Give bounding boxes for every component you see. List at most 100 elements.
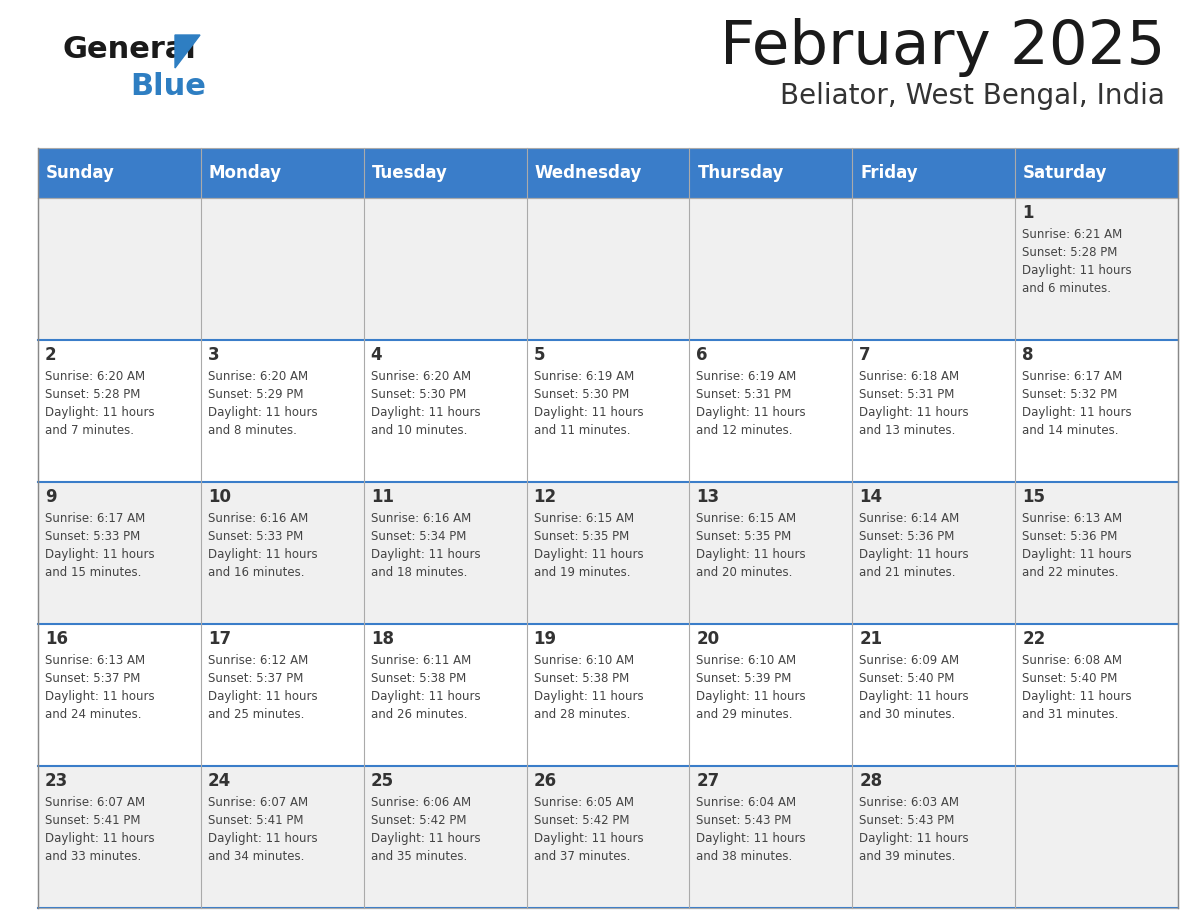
- Text: Sunrise: 6:16 AM: Sunrise: 6:16 AM: [371, 512, 470, 525]
- Text: Daylight: 11 hours: Daylight: 11 hours: [371, 832, 480, 845]
- Text: and 16 minutes.: and 16 minutes.: [208, 566, 304, 579]
- Bar: [526, 198, 689, 340]
- Bar: [364, 482, 526, 624]
- Text: February 2025: February 2025: [720, 18, 1165, 77]
- Text: Sunset: 5:29 PM: Sunset: 5:29 PM: [208, 388, 303, 401]
- Text: Daylight: 11 hours: Daylight: 11 hours: [45, 832, 154, 845]
- Text: Sunrise: 6:11 AM: Sunrise: 6:11 AM: [371, 654, 470, 667]
- Text: Sunset: 5:37 PM: Sunset: 5:37 PM: [45, 672, 140, 685]
- Bar: [852, 340, 1015, 482]
- Text: and 10 minutes.: and 10 minutes.: [371, 424, 467, 437]
- Bar: [1015, 198, 1178, 340]
- Text: and 21 minutes.: and 21 minutes.: [859, 566, 956, 579]
- Text: Sunset: 5:40 PM: Sunset: 5:40 PM: [1022, 672, 1118, 685]
- Text: Daylight: 11 hours: Daylight: 11 hours: [1022, 690, 1132, 703]
- Text: 9: 9: [45, 488, 57, 506]
- Text: 14: 14: [859, 488, 883, 506]
- Text: Daylight: 11 hours: Daylight: 11 hours: [859, 832, 969, 845]
- Text: 19: 19: [533, 630, 557, 648]
- Text: Sunset: 5:40 PM: Sunset: 5:40 PM: [859, 672, 955, 685]
- Bar: [364, 198, 526, 340]
- Bar: [38, 340, 201, 482]
- Text: Sunset: 5:41 PM: Sunset: 5:41 PM: [45, 814, 140, 827]
- Text: Wednesday: Wednesday: [535, 164, 642, 182]
- Text: Sunset: 5:36 PM: Sunset: 5:36 PM: [859, 530, 955, 543]
- Text: 16: 16: [45, 630, 68, 648]
- Text: 15: 15: [1022, 488, 1045, 506]
- Text: Sunset: 5:42 PM: Sunset: 5:42 PM: [533, 814, 630, 827]
- Bar: [201, 624, 364, 766]
- Text: Sunrise: 6:17 AM: Sunrise: 6:17 AM: [1022, 370, 1123, 383]
- Bar: [201, 482, 364, 624]
- Text: Sunrise: 6:15 AM: Sunrise: 6:15 AM: [696, 512, 796, 525]
- Text: Sunset: 5:33 PM: Sunset: 5:33 PM: [45, 530, 140, 543]
- Text: and 7 minutes.: and 7 minutes.: [45, 424, 134, 437]
- Text: and 39 minutes.: and 39 minutes.: [859, 850, 955, 863]
- Text: Daylight: 11 hours: Daylight: 11 hours: [1022, 548, 1132, 561]
- Text: 1: 1: [1022, 204, 1034, 222]
- Text: Sunrise: 6:14 AM: Sunrise: 6:14 AM: [859, 512, 960, 525]
- Bar: [38, 198, 201, 340]
- Text: Daylight: 11 hours: Daylight: 11 hours: [371, 690, 480, 703]
- Text: 24: 24: [208, 772, 232, 790]
- Bar: [364, 766, 526, 908]
- Text: Sunset: 5:33 PM: Sunset: 5:33 PM: [208, 530, 303, 543]
- Text: Sunset: 5:43 PM: Sunset: 5:43 PM: [696, 814, 792, 827]
- Text: Sunset: 5:43 PM: Sunset: 5:43 PM: [859, 814, 955, 827]
- Text: and 6 minutes.: and 6 minutes.: [1022, 282, 1111, 295]
- Text: Sunrise: 6:12 AM: Sunrise: 6:12 AM: [208, 654, 308, 667]
- Text: and 33 minutes.: and 33 minutes.: [45, 850, 141, 863]
- Text: Sunrise: 6:17 AM: Sunrise: 6:17 AM: [45, 512, 145, 525]
- Text: Daylight: 11 hours: Daylight: 11 hours: [696, 548, 805, 561]
- Text: Sunset: 5:38 PM: Sunset: 5:38 PM: [371, 672, 466, 685]
- Bar: [526, 766, 689, 908]
- Text: 5: 5: [533, 346, 545, 364]
- Text: and 13 minutes.: and 13 minutes.: [859, 424, 955, 437]
- Text: Sunrise: 6:13 AM: Sunrise: 6:13 AM: [45, 654, 145, 667]
- Bar: [689, 624, 852, 766]
- Text: Daylight: 11 hours: Daylight: 11 hours: [533, 406, 643, 419]
- Text: and 38 minutes.: and 38 minutes.: [696, 850, 792, 863]
- Text: Daylight: 11 hours: Daylight: 11 hours: [859, 690, 969, 703]
- Text: 4: 4: [371, 346, 383, 364]
- Text: 23: 23: [45, 772, 68, 790]
- Bar: [1015, 624, 1178, 766]
- Bar: [689, 766, 852, 908]
- Text: Sunset: 5:37 PM: Sunset: 5:37 PM: [208, 672, 303, 685]
- Text: Sunrise: 6:13 AM: Sunrise: 6:13 AM: [1022, 512, 1123, 525]
- Text: 27: 27: [696, 772, 720, 790]
- Bar: [364, 340, 526, 482]
- Text: Sunrise: 6:21 AM: Sunrise: 6:21 AM: [1022, 228, 1123, 241]
- Bar: [1015, 766, 1178, 908]
- Text: and 34 minutes.: and 34 minutes.: [208, 850, 304, 863]
- Text: Sunset: 5:38 PM: Sunset: 5:38 PM: [533, 672, 628, 685]
- Text: and 31 minutes.: and 31 minutes.: [1022, 708, 1119, 721]
- Text: Tuesday: Tuesday: [372, 164, 448, 182]
- Text: Daylight: 11 hours: Daylight: 11 hours: [45, 406, 154, 419]
- Text: 21: 21: [859, 630, 883, 648]
- Text: and 8 minutes.: and 8 minutes.: [208, 424, 297, 437]
- Text: 11: 11: [371, 488, 393, 506]
- Text: Sunset: 5:34 PM: Sunset: 5:34 PM: [371, 530, 466, 543]
- Bar: [364, 624, 526, 766]
- Text: Daylight: 11 hours: Daylight: 11 hours: [696, 832, 805, 845]
- Text: Daylight: 11 hours: Daylight: 11 hours: [371, 548, 480, 561]
- Text: and 30 minutes.: and 30 minutes.: [859, 708, 955, 721]
- Bar: [201, 340, 364, 482]
- Text: 17: 17: [208, 630, 230, 648]
- Text: 12: 12: [533, 488, 557, 506]
- Text: Daylight: 11 hours: Daylight: 11 hours: [533, 832, 643, 845]
- Text: Sunset: 5:36 PM: Sunset: 5:36 PM: [1022, 530, 1118, 543]
- Bar: [1015, 340, 1178, 482]
- Text: Daylight: 11 hours: Daylight: 11 hours: [45, 690, 154, 703]
- Text: and 37 minutes.: and 37 minutes.: [533, 850, 630, 863]
- Text: Sunset: 5:31 PM: Sunset: 5:31 PM: [859, 388, 955, 401]
- Text: Sunrise: 6:20 AM: Sunrise: 6:20 AM: [208, 370, 308, 383]
- Text: Sunrise: 6:16 AM: Sunrise: 6:16 AM: [208, 512, 308, 525]
- Text: Sunset: 5:28 PM: Sunset: 5:28 PM: [45, 388, 140, 401]
- Text: Daylight: 11 hours: Daylight: 11 hours: [696, 406, 805, 419]
- Text: and 24 minutes.: and 24 minutes.: [45, 708, 141, 721]
- Text: Sunrise: 6:07 AM: Sunrise: 6:07 AM: [45, 796, 145, 809]
- Bar: [38, 148, 1178, 198]
- Text: Sunrise: 6:10 AM: Sunrise: 6:10 AM: [696, 654, 796, 667]
